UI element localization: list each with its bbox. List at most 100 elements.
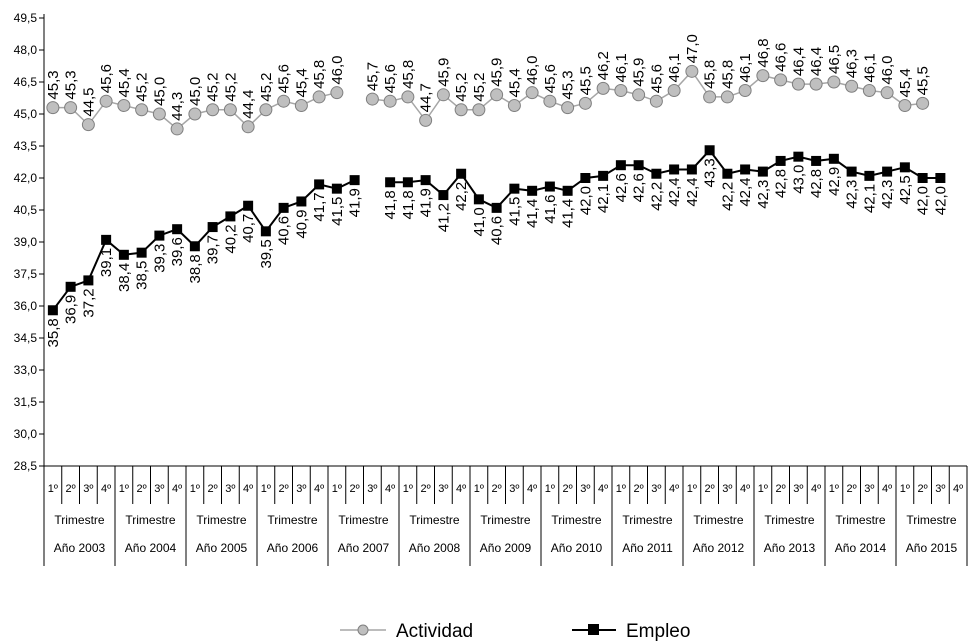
data-point-empleo <box>615 160 626 171</box>
quarter-label: 1º <box>900 483 910 495</box>
data-label-empleo: 40,2 <box>222 224 239 253</box>
data-label-empleo: 42,2 <box>453 182 470 211</box>
data-label-actividad: 45,3 <box>560 70 577 99</box>
trimestre-label: Trimestre <box>764 513 815 527</box>
quarter-label: 4º <box>882 483 892 495</box>
data-label-actividad: 46,3 <box>844 49 861 78</box>
trimestre-label: Trimestre <box>480 513 531 527</box>
data-label-empleo: 43,3 <box>702 158 719 187</box>
trimestre-label: Trimestre <box>835 513 886 527</box>
data-label-empleo: 42,3 <box>755 180 772 209</box>
quarter-label: 2º <box>634 483 644 495</box>
data-label-empleo: 40,9 <box>293 209 310 238</box>
data-point-empleo <box>509 183 520 194</box>
data-label-actividad: 45,2 <box>258 73 275 102</box>
data-label-empleo: 42,6 <box>631 173 648 202</box>
x-axis: 1º 2º 3º 4º 1º 2º 3º 4º 1º 2º 3º 4º 1º 2º 3º 4º 1º 2º 3º 4º… <box>43 465 968 566</box>
data-label-actividad: 45,8 <box>702 60 719 89</box>
data-label-empleo: 40,6 <box>276 216 293 245</box>
data-label-actividad: 46,6 <box>773 43 790 72</box>
data-label-actividad: 46,4 <box>790 47 807 76</box>
data-label-empleo: 41,9 <box>347 188 364 217</box>
legend-label-empleo: Empleo <box>626 621 690 642</box>
data-label-actividad: 45,9 <box>631 58 648 87</box>
quarter-label: 4º <box>953 483 963 495</box>
y-tick-label: 48,0 <box>14 43 38 57</box>
data-point-empleo <box>828 153 839 164</box>
data-point-actividad <box>703 90 717 104</box>
quarter-label: 1º <box>332 483 342 495</box>
data-point-actividad <box>206 103 220 117</box>
quarter-label: 2º <box>208 483 218 495</box>
data-label-actividad: 44,5 <box>80 87 97 116</box>
trimestre-label: Trimestre <box>551 513 602 527</box>
quarter-label: 1º <box>616 483 626 495</box>
data-label-empleo: 40,6 <box>489 216 506 245</box>
data-point-actividad <box>259 103 273 117</box>
data-point-actividad <box>578 96 592 110</box>
data-label-actividad: 44,4 <box>240 90 257 119</box>
data-label-empleo: 42,2 <box>648 182 665 211</box>
data-label-actividad: 46,0 <box>524 55 541 84</box>
quarter-label: 3º <box>154 483 164 495</box>
year-label: Año 2004 <box>125 541 177 555</box>
data-point-actividad <box>827 75 841 89</box>
legend: Actividad Empleo <box>340 621 690 642</box>
quarter-label: 2º <box>918 483 928 495</box>
data-point-actividad <box>880 86 894 100</box>
data-point-actividad <box>81 118 95 132</box>
data-point-empleo <box>686 164 697 175</box>
data-label-empleo: 41,8 <box>400 190 417 219</box>
data-point-actividad <box>454 103 468 117</box>
trimestre-label: Trimestre <box>196 513 247 527</box>
quarter-label: 2º <box>705 483 715 495</box>
data-labels: 45,3 45,344,545,6 45,4 45,2 45,044,345,0 45,2… <box>45 34 950 347</box>
data-point-actividad <box>756 69 770 83</box>
y-tick-label: 33,0 <box>14 363 38 377</box>
data-point-empleo <box>331 183 342 194</box>
data-point-empleo <box>260 226 271 237</box>
data-point-actividad <box>596 81 610 95</box>
quarter-label: 3º <box>296 483 306 495</box>
data-point-actividad <box>152 107 166 121</box>
data-label-actividad: 45,8 <box>400 60 417 89</box>
year-label: Año 2014 <box>835 541 887 555</box>
quarter-label: 2º <box>563 483 573 495</box>
series-layer <box>46 64 946 316</box>
data-label-actividad: 45,2 <box>471 73 488 102</box>
year-label: Año 2005 <box>196 541 248 555</box>
data-point-empleo <box>917 173 928 183</box>
quarter-label: 1º <box>403 483 413 495</box>
data-label-actividad: 46,0 <box>329 55 346 84</box>
data-point-empleo <box>101 234 112 245</box>
data-label-empleo: 42,4 <box>684 177 701 206</box>
data-point-actividad <box>383 94 397 108</box>
data-label-actividad: 44,3 <box>169 92 186 121</box>
quarter-label: 4º <box>172 483 182 495</box>
data-point-actividad <box>99 94 113 108</box>
data-point-empleo <box>349 175 360 186</box>
quarter-label: 1º <box>545 483 555 495</box>
quarter-label: 3º <box>580 483 590 495</box>
data-label-actividad: 45,5 <box>915 66 932 95</box>
quarter-label: 2º <box>350 483 360 495</box>
data-point-empleo <box>47 305 58 316</box>
data-point-empleo <box>438 190 449 201</box>
data-point-empleo <box>225 211 236 222</box>
data-label-actividad: 45,2 <box>134 73 151 102</box>
data-point-empleo <box>420 175 431 186</box>
year-label: Año 2015 <box>906 541 958 555</box>
data-label-empleo: 42,8 <box>773 169 790 198</box>
data-label-empleo: 42,3 <box>879 180 896 209</box>
y-tick-label: 37,5 <box>14 267 38 281</box>
data-label-actividad: 46,1 <box>613 53 630 82</box>
data-label-actividad: 45,4 <box>293 68 310 97</box>
data-point-actividad <box>561 101 575 115</box>
data-point-empleo <box>864 170 875 181</box>
data-label-empleo: 37,2 <box>80 288 97 317</box>
data-point-actividad <box>170 122 184 136</box>
data-point-empleo <box>314 179 325 190</box>
data-label-empleo: 38,8 <box>187 254 204 283</box>
trimestre-label: Trimestre <box>338 513 389 527</box>
year-label: Año 2006 <box>267 541 319 555</box>
